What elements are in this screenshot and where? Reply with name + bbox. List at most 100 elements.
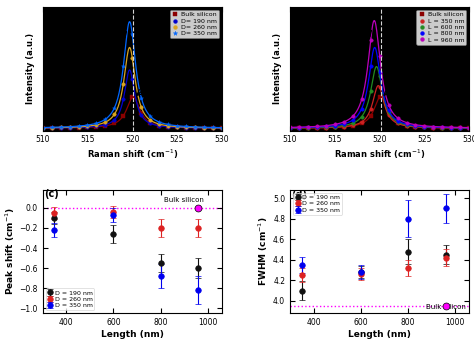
L = 350 nm <box>305 126 311 130</box>
D= 260 nm <box>174 125 180 129</box>
D= 190 nm <box>93 124 99 128</box>
Bulk silicon <box>404 124 410 128</box>
D= 350 nm <box>67 125 73 129</box>
D= 350 nm <box>219 125 225 130</box>
D= 190 nm <box>165 125 171 129</box>
Bulk silicon <box>439 126 445 130</box>
L = 350 nm <box>368 107 374 111</box>
Bulk silicon <box>377 95 383 99</box>
L = 600 nm <box>421 125 427 129</box>
Bulk silicon <box>368 114 374 118</box>
D= 260 nm <box>201 125 207 130</box>
X-axis label: Length (nm): Length (nm) <box>101 330 164 339</box>
L = 350 nm <box>457 126 463 130</box>
L = 960 nm <box>305 125 311 129</box>
L = 350 nm <box>287 126 293 130</box>
L = 800 nm <box>332 124 337 128</box>
L = 960 nm <box>430 124 436 128</box>
Bulk silicon <box>58 126 64 130</box>
L = 350 nm <box>332 125 337 129</box>
D= 350 nm <box>192 125 198 129</box>
Bulk silicon <box>76 126 82 130</box>
Bulk silicon <box>49 126 55 130</box>
L = 960 nm <box>448 125 454 129</box>
Bulk silicon <box>210 126 216 130</box>
D= 350 nm <box>111 106 117 110</box>
Text: (c): (c) <box>44 189 59 199</box>
D= 190 nm <box>67 126 73 130</box>
D= 350 nm <box>183 124 189 128</box>
L = 350 nm <box>466 126 472 130</box>
L = 800 nm <box>314 125 320 129</box>
Bulk silicon <box>67 126 73 130</box>
D= 260 nm <box>183 125 189 129</box>
Bulk silicon <box>120 114 126 118</box>
Text: (b): (b) <box>292 8 308 18</box>
L = 350 nm <box>430 126 436 130</box>
L = 350 nm <box>421 125 427 130</box>
D= 350 nm <box>138 95 144 100</box>
D= 190 nm <box>219 126 225 130</box>
D= 190 nm <box>111 118 117 122</box>
Bulk silicon <box>448 126 454 130</box>
Line: Bulk silicon: Bulk silicon <box>41 95 224 130</box>
L = 800 nm <box>430 125 436 129</box>
L = 600 nm <box>404 123 410 127</box>
L = 960 nm <box>359 97 365 101</box>
Bulk silicon <box>457 126 463 130</box>
D= 260 nm <box>219 126 225 130</box>
L = 350 nm <box>323 125 328 130</box>
L = 350 nm <box>350 123 356 127</box>
Text: 519.7 cm$^{-1}$: 519.7 cm$^{-1}$ <box>74 44 120 56</box>
L = 600 nm <box>430 125 436 130</box>
Line: L = 800 nm: L = 800 nm <box>288 64 471 130</box>
D= 350 nm <box>210 125 216 130</box>
D= 260 nm <box>111 112 117 117</box>
Bulk silicon <box>147 120 153 125</box>
D= 260 nm <box>85 124 91 128</box>
L = 800 nm <box>413 124 419 128</box>
Text: 519.4 cm$^{-1}$: 519.4 cm$^{-1}$ <box>321 43 368 55</box>
L = 600 nm <box>296 126 302 130</box>
D= 350 nm <box>129 32 135 36</box>
L = 800 nm <box>359 106 365 111</box>
D= 350 nm <box>156 120 162 124</box>
D= 350 nm <box>120 64 126 68</box>
L = 800 nm <box>377 70 383 74</box>
Bulk silicon <box>305 126 311 130</box>
L = 800 nm <box>466 126 472 130</box>
D= 350 nm <box>147 114 153 118</box>
Bulk silicon <box>85 125 91 130</box>
Bulk silicon <box>40 126 46 130</box>
Bulk silicon <box>341 125 346 129</box>
D= 260 nm <box>165 124 171 128</box>
X-axis label: Length (nm): Length (nm) <box>348 330 411 339</box>
L = 800 nm <box>439 125 445 130</box>
Line: D= 190 nm: D= 190 nm <box>41 77 224 130</box>
Bulk silicon <box>359 121 365 126</box>
L = 960 nm <box>377 54 383 58</box>
D= 260 nm <box>147 118 153 122</box>
Bulk silicon <box>129 95 135 99</box>
L = 600 nm <box>395 120 401 124</box>
Text: (a): (a) <box>45 8 60 18</box>
D= 190 nm <box>138 113 144 117</box>
L = 600 nm <box>457 126 463 130</box>
D= 260 nm <box>120 82 126 86</box>
D= 350 nm <box>85 123 91 127</box>
L = 960 nm <box>413 122 419 127</box>
D= 190 nm <box>156 124 162 128</box>
D= 260 nm <box>138 105 144 109</box>
Legend: Bulk silicon, D= 190 nm, D= 260 nm, D= 350 nm: Bulk silicon, D= 190 nm, D= 260 nm, D= 3… <box>170 10 219 38</box>
D= 350 nm <box>58 125 64 129</box>
L = 960 nm <box>341 120 346 124</box>
L = 960 nm <box>466 125 472 130</box>
L = 600 nm <box>323 125 328 129</box>
L = 350 nm <box>404 124 410 128</box>
L = 960 nm <box>439 125 445 129</box>
D= 350 nm <box>102 117 108 121</box>
D= 350 nm <box>165 122 171 127</box>
L = 600 nm <box>305 126 311 130</box>
Legend: Bulk silicon, L = 350 nm, L = 600 nm, L = 800 nm, L = 960 nm: Bulk silicon, L = 350 nm, L = 600 nm, L … <box>416 10 466 45</box>
Legend: D = 190 nm, D = 260 nm, D = 350 nm: D = 190 nm, D = 260 nm, D = 350 nm <box>293 193 342 215</box>
